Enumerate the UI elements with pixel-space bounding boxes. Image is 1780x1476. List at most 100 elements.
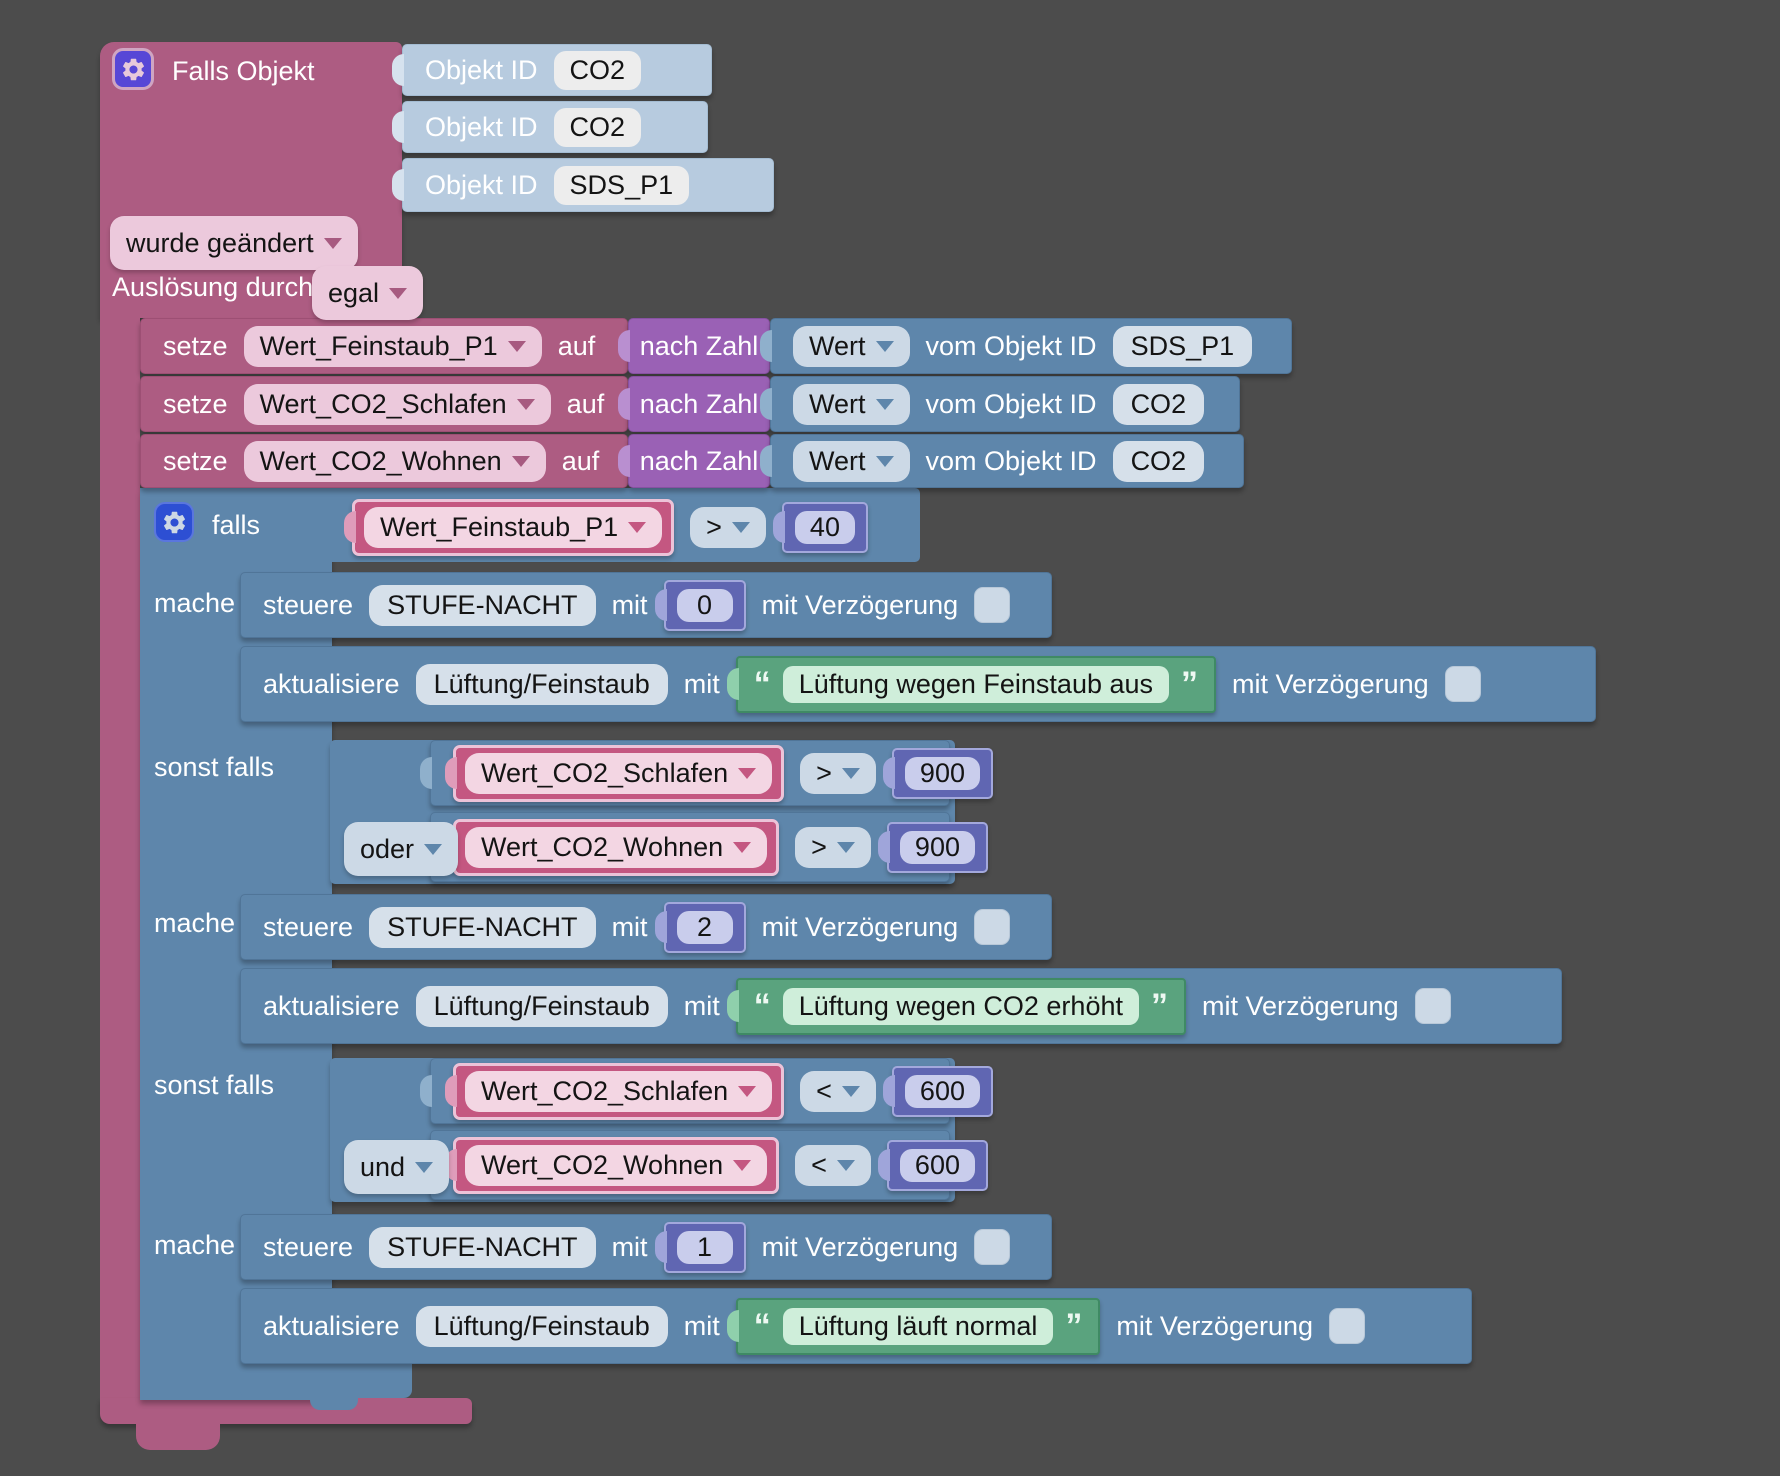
- if-mutator-gear-icon[interactable]: [154, 502, 194, 542]
- variable-dropdown[interactable]: Wert_Feinstaub_P1: [364, 506, 663, 548]
- string-field[interactable]: Lüftung wegen CO2 erhöht: [782, 987, 1139, 1025]
- operator-dropdown[interactable]: >: [795, 826, 871, 868]
- attribute-dropdown[interactable]: Wert: [793, 383, 910, 425]
- setze-block[interactable]: setze Wert_Feinstaub_P1 auf: [140, 318, 628, 374]
- string-block[interactable]: “ Lüftung wegen CO2 erhöht ”: [735, 977, 1186, 1035]
- number-field[interactable]: 0: [676, 588, 733, 622]
- changed-dropdown-label: wurde geändert: [126, 227, 314, 258]
- variable-dropdown[interactable]: Wert_CO2_Wohnen: [465, 826, 768, 868]
- string-field[interactable]: Lüftung läuft normal: [782, 1307, 1054, 1345]
- number-field[interactable]: 2: [676, 910, 733, 944]
- delay-checkbox[interactable]: [974, 587, 1011, 623]
- number-field[interactable]: 1: [676, 1230, 733, 1264]
- logic-operator-dropdown[interactable]: und: [344, 1140, 450, 1194]
- steuere-target-field[interactable]: STUFE-NACHT: [369, 1226, 596, 1268]
- number-block[interactable]: 1: [663, 1221, 746, 1273]
- string-field[interactable]: Lüftung wegen Feinstaub aus: [782, 665, 1170, 703]
- steuere-target-field[interactable]: STUFE-NACHT: [369, 906, 596, 948]
- aktualisiere-block[interactable]: aktualisiere Lüftung/Feinstaub mit “ Lüf…: [240, 646, 1596, 722]
- variable-dropdown[interactable]: Wert_CO2_Wohnen: [243, 440, 546, 482]
- variable-block[interactable]: Wert_CO2_Wohnen: [453, 818, 780, 876]
- operator-dropdown[interactable]: <: [795, 1144, 871, 1186]
- number-block[interactable]: 40: [781, 501, 868, 553]
- objekt-id-value-field[interactable]: SDS_P1: [553, 165, 690, 205]
- trigger-dropdown[interactable]: egal: [312, 266, 424, 320]
- dropdown-arrow-icon: [389, 287, 408, 299]
- delay-checkbox[interactable]: [1444, 666, 1481, 702]
- update-target-field[interactable]: Lüftung/Feinstaub: [415, 663, 668, 705]
- delay-checkbox[interactable]: [974, 1229, 1011, 1265]
- variable-block[interactable]: Wert_CO2_Schlafen: [453, 1062, 785, 1120]
- string-block[interactable]: “ Lüftung läuft normal ”: [735, 1297, 1101, 1355]
- compare-block[interactable]: Wert_CO2_Schlafen > 900: [430, 740, 993, 806]
- variable-block[interactable]: Wert_CO2_Wohnen: [453, 1136, 780, 1194]
- number-block[interactable]: 900: [891, 747, 993, 799]
- operator-dropdown[interactable]: <: [800, 1070, 876, 1112]
- delay-checkbox[interactable]: [974, 909, 1011, 945]
- variable-dropdown[interactable]: Wert_CO2_Schlafen: [465, 1070, 773, 1112]
- mutator-gear-icon[interactable]: [112, 48, 154, 90]
- auf-label: auf: [566, 388, 605, 419]
- update-target-field[interactable]: Lüftung/Feinstaub: [415, 1305, 668, 1347]
- update-target-field[interactable]: Lüftung/Feinstaub: [415, 985, 668, 1027]
- variable-block[interactable]: Wert_Feinstaub_P1: [352, 498, 675, 556]
- objekt-id-value-field[interactable]: CO2: [553, 50, 642, 90]
- operator-dropdown[interactable]: >: [690, 506, 766, 548]
- setze-block[interactable]: setze Wert_CO2_Wohnen auf: [140, 434, 628, 488]
- nach-zahl-block[interactable]: nach Zahl: [628, 434, 770, 488]
- number-block[interactable]: 0: [663, 579, 746, 631]
- number-block[interactable]: 600: [891, 1065, 993, 1117]
- steuere-block[interactable]: steuere STUFE-NACHT mit 0 mit Verzögerun…: [240, 572, 1052, 638]
- object-id-field[interactable]: CO2: [1112, 440, 1205, 482]
- wert-vom-objekt-block[interactable]: Wert vom Objekt ID CO2: [770, 376, 1240, 432]
- gear-glyph: [122, 58, 144, 80]
- number-block[interactable]: 2: [663, 901, 746, 953]
- attribute-dropdown[interactable]: Wert: [793, 440, 910, 482]
- variable-block[interactable]: Wert_CO2_Schlafen: [453, 744, 785, 802]
- number-field[interactable]: 900: [899, 830, 975, 864]
- variable-dropdown[interactable]: Wert_Feinstaub_P1: [243, 325, 542, 367]
- number-block[interactable]: 600: [886, 1139, 988, 1191]
- logic-operator-dropdown[interactable]: oder: [344, 822, 459, 876]
- steuere-block[interactable]: steuere STUFE-NACHT mit 2 mit Verzögerun…: [240, 894, 1052, 960]
- wert-vom-objekt-block[interactable]: Wert vom Objekt ID SDS_P1: [770, 318, 1292, 374]
- quote-close-icon: ”: [1181, 665, 1199, 703]
- mit-label: mit: [683, 1310, 720, 1341]
- objekt-id-block[interactable]: Objekt ID CO2: [402, 44, 712, 96]
- variable-dropdown[interactable]: Wert_CO2_Schlafen: [465, 752, 773, 794]
- compare-block[interactable]: Wert_CO2_Schlafen < 600: [430, 1058, 993, 1124]
- setze-block[interactable]: setze Wert_CO2_Schlafen auf: [140, 376, 628, 432]
- dropdown-arrow-icon: [836, 1159, 855, 1171]
- delay-checkbox[interactable]: [1329, 1308, 1366, 1344]
- trigger-label: Auslösung durch: [112, 272, 314, 302]
- number-field[interactable]: 600: [904, 1074, 980, 1108]
- nach-zahl-block[interactable]: nach Zahl: [628, 318, 770, 374]
- steuere-target-field[interactable]: STUFE-NACHT: [369, 584, 596, 626]
- attribute-dropdown[interactable]: Wert: [793, 325, 910, 367]
- changed-dropdown[interactable]: wurde geändert: [110, 216, 358, 270]
- nach-zahl-block[interactable]: nach Zahl: [628, 376, 770, 432]
- object-id-field[interactable]: SDS_P1: [1112, 325, 1253, 367]
- number-field[interactable]: 40: [794, 510, 855, 544]
- aktualisiere-block[interactable]: aktualisiere Lüftung/Feinstaub mit “ Lüf…: [240, 1288, 1472, 1364]
- steuere-block[interactable]: steuere STUFE-NACHT mit 1 mit Verzögerun…: [240, 1214, 1052, 1280]
- string-block[interactable]: “ Lüftung wegen Feinstaub aus ”: [735, 655, 1217, 713]
- compare-block[interactable]: Wert_CO2_Wohnen < 600: [430, 1130, 988, 1200]
- objekt-id-value-field[interactable]: CO2: [553, 107, 642, 147]
- delay-checkbox[interactable]: [1414, 988, 1451, 1024]
- wert-vom-objekt-block[interactable]: Wert vom Objekt ID CO2: [770, 434, 1244, 488]
- number-field[interactable]: 900: [904, 756, 980, 790]
- number-field[interactable]: 600: [899, 1148, 975, 1182]
- objekt-id-block[interactable]: Objekt ID CO2: [402, 101, 708, 153]
- objekt-id-block[interactable]: Objekt ID SDS_P1: [402, 158, 774, 212]
- operator-dropdown[interactable]: >: [800, 752, 876, 794]
- variable-dropdown[interactable]: Wert_CO2_Wohnen: [465, 1144, 768, 1186]
- object-id-field[interactable]: CO2: [1112, 383, 1205, 425]
- variable-name: Wert_Feinstaub_P1: [380, 511, 619, 542]
- dropdown-arrow-icon: [875, 340, 894, 352]
- aktualisiere-block[interactable]: aktualisiere Lüftung/Feinstaub mit “ Lüf…: [240, 968, 1562, 1044]
- compare-block[interactable]: Wert_CO2_Wohnen > 900: [430, 812, 988, 882]
- variable-dropdown[interactable]: Wert_CO2_Schlafen: [243, 383, 551, 425]
- number-block[interactable]: 900: [886, 821, 988, 873]
